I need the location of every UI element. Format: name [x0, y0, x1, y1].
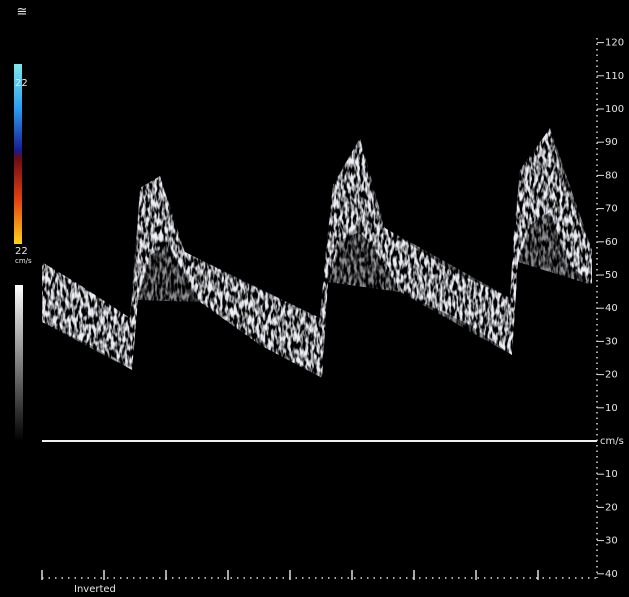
velocity-tick-label: 50	[605, 270, 618, 281]
velocity-tick-label: 20	[605, 502, 618, 513]
baseline-unit: cm/s	[600, 436, 624, 447]
velocity-tick-label: 80	[605, 170, 618, 181]
time-major-ticks	[41, 570, 539, 580]
color-bar	[14, 64, 22, 244]
velocity-tick-label: 40	[605, 303, 618, 314]
header-icon: ≅	[17, 5, 28, 20]
velocity-tick-label: 60	[605, 237, 618, 248]
velocity-tick-label: 120	[605, 38, 624, 49]
mode-label: Inverted	[74, 584, 116, 595]
velocity-tick-label: 20	[605, 370, 618, 381]
velocity-tick-label: 100	[605, 104, 624, 115]
velocity-tick-label: 110	[605, 71, 624, 82]
velocity-tick-label: 10	[605, 469, 618, 480]
color-scale-bottom: 22	[15, 246, 28, 257]
gray-bar	[15, 285, 23, 441]
velocity-tick-label: 30	[605, 336, 618, 347]
velocity-tick-label: 10	[605, 403, 618, 414]
velocity-tick-label: 90	[605, 137, 618, 148]
spectral-waveform-core	[42, 128, 592, 378]
velocity-tick-label: 30	[605, 536, 618, 547]
velocity-tick-label: 70	[605, 204, 618, 215]
color-scale-top: 22	[15, 78, 28, 89]
velocity-tick-label: 40	[605, 569, 618, 580]
color-scale-unit: cm/s	[15, 257, 32, 265]
